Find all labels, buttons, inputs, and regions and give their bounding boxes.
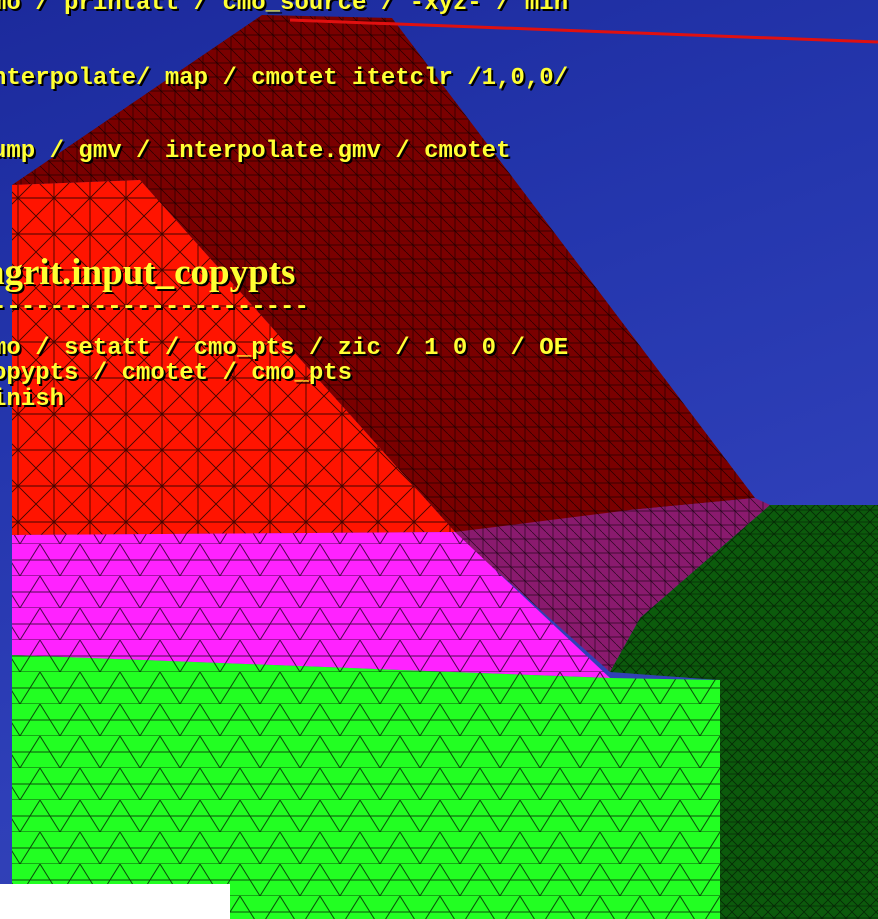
code-line-setatt: mo / setatt / cmo_pts / zic / 1 0 0 / OE bbox=[0, 335, 569, 362]
purple-layer-face bbox=[455, 498, 770, 672]
magenta-layer-face bbox=[12, 532, 610, 678]
code-line-interpolate: nterpolate/ map / cmotet itetclr /1,0,0/ bbox=[0, 65, 569, 92]
code-line-printatt: mo / printatt / cmo_source / -xyz- / min bbox=[0, 0, 569, 17]
code-line-finish: inish bbox=[0, 386, 65, 413]
title-underline bbox=[289, 18, 878, 44]
file-title: agrit.input_copypts bbox=[0, 252, 296, 293]
dark-green-layer-face bbox=[610, 505, 878, 919]
white-box bbox=[0, 884, 230, 919]
green-layer-face bbox=[12, 655, 720, 919]
title-rule: ---------------------- bbox=[0, 294, 309, 321]
top-layer-face bbox=[12, 15, 755, 565]
code-line-dump: ump / gmv / interpolate.gmv / cmotet bbox=[0, 138, 511, 165]
red-layer-face bbox=[12, 180, 455, 535]
code-line-copypts: opypts / cmotet / cmo_pts bbox=[0, 360, 353, 387]
